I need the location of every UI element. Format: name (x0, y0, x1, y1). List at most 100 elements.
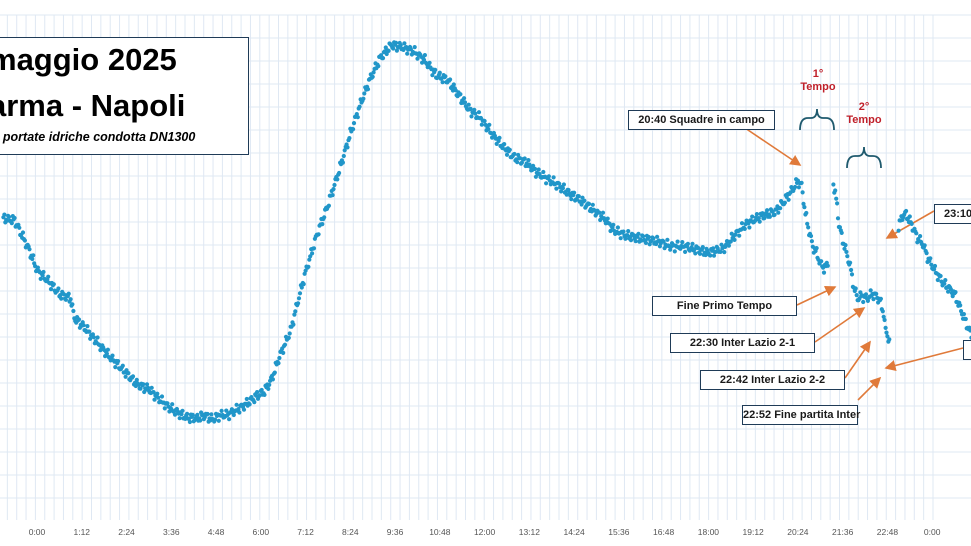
data-point (796, 185, 802, 190)
data-point (247, 402, 252, 407)
data-point (728, 239, 733, 244)
data-point (586, 201, 592, 206)
data-point (51, 282, 56, 287)
data-point (808, 233, 814, 239)
data-point (924, 251, 929, 256)
data-point (281, 350, 286, 355)
data-point (266, 386, 271, 391)
data-point (742, 226, 747, 231)
x-tick-label: 19:12 (743, 527, 765, 537)
data-point (270, 377, 275, 382)
data-point (68, 297, 73, 302)
data-point (953, 290, 958, 295)
data-point (611, 222, 616, 227)
data-point (292, 312, 297, 317)
annotation-fine-primo-tempo: Fine Primo Tempo (652, 296, 797, 316)
data-point (482, 118, 487, 124)
data-point (685, 241, 691, 246)
data-point (522, 156, 527, 161)
data-point (236, 407, 241, 412)
data-point (756, 216, 761, 221)
data-point (559, 189, 564, 194)
data-point (224, 408, 229, 413)
data-point (963, 316, 968, 322)
data-point (155, 391, 160, 396)
data-point (227, 417, 232, 422)
x-tick-label: 22:48 (877, 527, 899, 537)
data-point (938, 273, 943, 279)
tempo1-label: 1° Tempo (800, 68, 836, 93)
data-point (693, 251, 698, 256)
data-point (878, 296, 884, 301)
data-point (904, 208, 909, 214)
data-point (786, 197, 791, 202)
data-point (572, 190, 577, 195)
data-point (718, 249, 723, 254)
data-point (782, 200, 788, 205)
data-point (502, 142, 507, 147)
data-point (134, 377, 139, 382)
data-point (801, 201, 806, 206)
data-point (98, 348, 103, 353)
data-point (946, 289, 951, 294)
data-point (311, 246, 317, 251)
data-point (345, 145, 350, 150)
data-point (626, 229, 631, 234)
data-point (398, 43, 403, 48)
data-point (259, 387, 264, 393)
tempo1-brace (799, 108, 835, 131)
data-point (59, 296, 64, 301)
data-point (6, 214, 12, 219)
data-point (819, 259, 824, 264)
data-point (600, 210, 606, 215)
data-point (554, 186, 559, 191)
annotation-fine-partita-inter: 22:52 Fine partita Inter (742, 405, 860, 425)
data-point (267, 382, 272, 387)
data-point (839, 230, 844, 235)
tempo-braces (799, 108, 882, 169)
data-point (422, 53, 427, 58)
data-point (504, 152, 510, 157)
data-point (365, 87, 371, 92)
data-point (31, 253, 36, 258)
data-point (757, 219, 762, 224)
data-point (582, 198, 587, 203)
data-point (393, 40, 399, 46)
data-point (935, 277, 940, 283)
data-point (40, 273, 45, 278)
x-tick-label: 0:00 (29, 527, 46, 537)
data-point (715, 246, 720, 251)
data-point (116, 359, 121, 364)
data-point (835, 201, 840, 206)
data-point (643, 240, 649, 245)
data-point (821, 270, 827, 275)
data-point (597, 210, 602, 215)
data-point (747, 225, 752, 230)
data-point (837, 225, 843, 230)
data-point (95, 335, 100, 340)
data-point (38, 276, 43, 281)
data-point (415, 56, 420, 61)
data-point (772, 212, 777, 217)
data-point (70, 302, 75, 307)
data-point (91, 335, 96, 340)
data-point (472, 107, 477, 112)
data-point (929, 262, 934, 267)
data-point (844, 249, 849, 254)
x-tick-label: 20:24 (787, 527, 809, 537)
data-point (861, 299, 866, 305)
data-point (959, 309, 964, 314)
data-point (854, 293, 859, 298)
data-point (551, 175, 556, 180)
data-point (922, 243, 927, 248)
data-point (641, 234, 646, 239)
x-tick-label: 2:24 (118, 527, 135, 537)
data-point (767, 214, 773, 219)
data-point (159, 394, 165, 399)
data-point (448, 77, 453, 82)
data-point (66, 291, 71, 296)
data-point (433, 67, 438, 72)
data-point (683, 249, 688, 254)
data-point (802, 205, 807, 210)
data-point (651, 236, 656, 241)
